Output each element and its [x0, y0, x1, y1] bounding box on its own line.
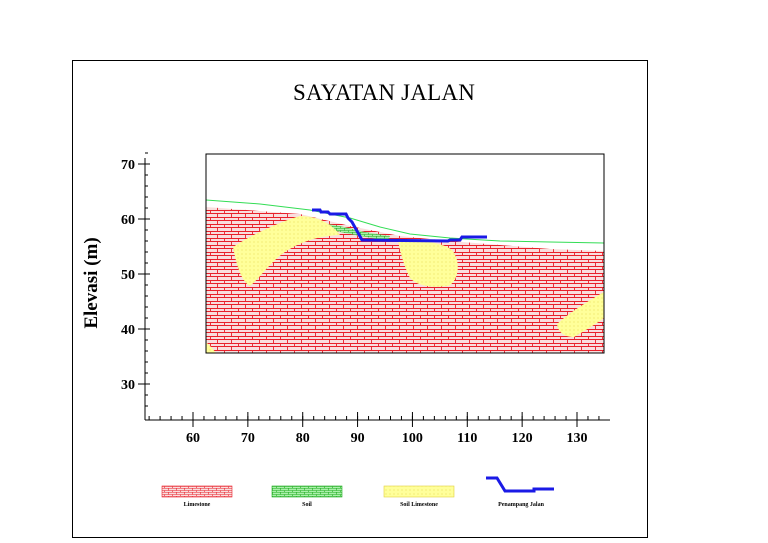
section-border	[205, 153, 605, 354]
soil-limestone-lens-4	[206, 342, 216, 353]
cross-section	[205, 153, 605, 354]
legend-label-limestone: Limestone	[184, 502, 211, 508]
x-tick-label: 110	[457, 431, 477, 446]
legend-swatch-road	[486, 476, 554, 493]
legend-label-soil: Soil	[302, 502, 312, 508]
soil-layer	[315, 222, 390, 241]
y-tick-label: 70	[121, 158, 135, 173]
x-tick-label: 90	[351, 431, 365, 446]
soil-limestone-lens-1	[233, 216, 340, 286]
legend-swatch-limestone	[161, 485, 233, 498]
legend: Limestone Soil Soil Limestone Penampang …	[161, 476, 554, 508]
x-tick-label: 80	[296, 431, 310, 446]
axes: 30 40 50 60 70 60 70 80 90 100 110 120 130	[121, 152, 610, 446]
legend-label-road: Penampang Jalan	[498, 502, 545, 508]
y-tick-label: 50	[121, 268, 135, 283]
road-section-line	[312, 208, 487, 243]
soil-limestone-lens-3	[557, 292, 604, 337]
y-tick-label: 40	[121, 323, 135, 338]
y-tick-label: 60	[121, 213, 135, 228]
ground-surface-line	[205, 199, 605, 244]
limestone-layer	[206, 207, 604, 353]
legend-swatch-soil-limestone	[383, 485, 455, 498]
x-tick-label: 100	[402, 431, 423, 446]
x-tick-label: 70	[241, 431, 255, 446]
legend-label-soil-limestone: Soil Limestone	[400, 502, 438, 508]
x-tick-label: 130	[567, 431, 588, 446]
soil-limestone-lens-2	[398, 240, 458, 287]
x-tick-label: 120	[512, 431, 533, 446]
x-tick-label: 60	[186, 431, 200, 446]
figure-title: SAYATAN JALAN	[292, 80, 476, 105]
y-tick-label: 30	[121, 378, 135, 393]
legend-swatch-soil	[271, 485, 343, 498]
